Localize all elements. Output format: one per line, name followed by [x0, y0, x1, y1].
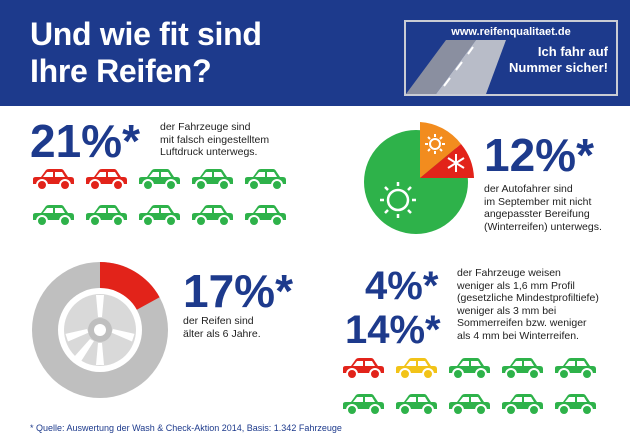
rim-spokes: [65, 295, 135, 365]
badge-slogan: Ich fahr auf Nummer sicher!: [488, 44, 608, 76]
pressure-car-grid: [30, 166, 300, 236]
stat-profile-text-line-6: als 4 mm bei Winterreifen.: [457, 329, 579, 342]
season-pie-icon: [364, 122, 474, 234]
stat-pressure-text: der Fahrzeuge sind mit falsch eingestell…: [160, 121, 269, 159]
sun-icon: [425, 134, 445, 154]
car-icon: [136, 166, 182, 199]
stat-season-text-line-3: angepasster Bereifung: [484, 208, 590, 220]
car-icon: [242, 202, 288, 235]
stat-pressure-text-line-3: Luftdruck unterwegs.: [160, 146, 258, 158]
car-icon: [340, 391, 386, 424]
road-icon: [406, 40, 506, 94]
stat-pressure-value: 21%*: [30, 115, 140, 167]
stat-profile-text: der Fahrzeuge weisen weniger als 1,6 mm …: [457, 267, 599, 342]
footnote-marker: *: [30, 423, 37, 433]
car-icon: [83, 202, 129, 235]
car-icon: [393, 391, 439, 424]
badge-slogan-line-2: Nummer sicher!: [509, 60, 608, 75]
snowflake-icon: [447, 154, 465, 172]
car-icon: [83, 166, 129, 199]
car-icon: [552, 355, 598, 388]
footnote: * Quelle: Auswertung der Wash & Check-Ak…: [30, 423, 342, 433]
profile-car-grid: [340, 355, 610, 421]
stat-season-text-line-1: der Autofahrer sind: [484, 183, 573, 195]
stat-profile-value-1: 4%*: [365, 264, 439, 308]
car-icon: [552, 391, 598, 424]
page-title: Und wie fit sind Ihre Reifen?: [30, 16, 262, 90]
car-icon: [340, 355, 386, 388]
car-icon: [446, 391, 492, 424]
car-icon: [446, 355, 492, 388]
stat-profile-value-2: 14%*: [345, 308, 441, 352]
stat-profile-text-line-2: weniger als 1,6 mm Profil: [457, 279, 575, 292]
stat-season-value: 12%*: [484, 129, 594, 181]
stat-age-text: der Reifen sind älter als 6 Jahre.: [183, 315, 261, 340]
stat-season-text-line-2: im September mit nicht: [484, 195, 592, 208]
car-icon: [499, 391, 545, 424]
stat-profile-text-line-5: Sommerreifen bzw. weniger: [457, 317, 587, 329]
footnote-text: Quelle: Auswertung der Wash & Check-Akti…: [36, 423, 342, 433]
reifenqualitaet-badge[interactable]: www.reifenqualitaet.de Ich fahr auf Numm…: [404, 20, 618, 96]
stat-profile-text-line-4: weniger als 3 mm bei: [457, 304, 557, 317]
stat-age-text-line-2: älter als 6 Jahre.: [183, 327, 261, 340]
car-icon: [189, 166, 235, 199]
car-icon: [242, 166, 288, 199]
stat-age-text-line-1: der Reifen sind: [183, 315, 254, 327]
stat-age-value: 17%*: [183, 265, 293, 317]
title-line-2: Ihre Reifen?: [30, 53, 212, 89]
stat-season-text: der Autofahrer sind im September mit nic…: [484, 183, 602, 233]
badge-slogan-line-1: Ich fahr auf: [537, 44, 608, 59]
car-icon: [499, 355, 545, 388]
badge-url[interactable]: www.reifenqualitaet.de: [451, 26, 571, 38]
stat-season-text-line-4: (Winterreifen) unterwegs.: [484, 220, 602, 233]
stat-profile-text-line-3: (gesetzliche Mindestprofiltiefe): [457, 292, 599, 304]
title-line-1: Und wie fit sind: [30, 16, 262, 52]
snow-slice: [420, 144, 474, 178]
car-icon: [30, 166, 76, 199]
car-icon: [30, 202, 76, 235]
tire-icon: [32, 262, 168, 398]
car-icon: [189, 202, 235, 235]
stat-pressure-text-line-1: der Fahrzeuge sind: [160, 121, 251, 133]
car-icon: [393, 355, 439, 388]
header-banner: Und wie fit sind Ihre Reifen? www.reifen…: [0, 0, 630, 106]
sun-icon-large: [380, 182, 416, 218]
car-icon: [136, 202, 182, 235]
stat-pressure-text-line-2: mit falsch eingestelltem: [160, 133, 270, 146]
stat-profile-text-line-1: der Fahrzeuge weisen: [457, 267, 561, 279]
